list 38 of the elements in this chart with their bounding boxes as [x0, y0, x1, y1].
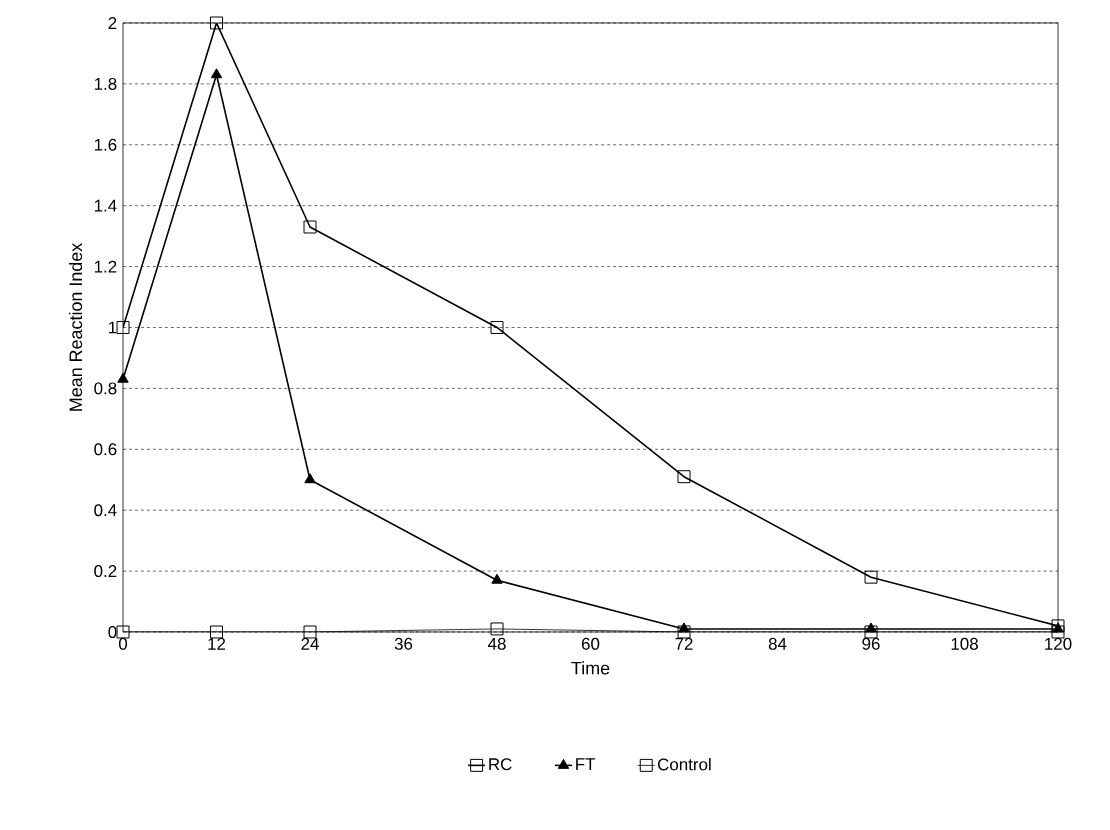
- x-tick-label: 60: [581, 637, 600, 650]
- point: [677, 470, 691, 484]
- legend-label: FT: [576, 758, 596, 770]
- x-tick-label: 96: [862, 637, 880, 650]
- y-tick-label: 1: [109, 321, 117, 334]
- x-tick-label: 0: [118, 637, 128, 650]
- x-tick-label: 48: [487, 637, 506, 650]
- point: [491, 573, 503, 584]
- point: [490, 321, 504, 334]
- point: [117, 372, 129, 383]
- point: [303, 220, 317, 234]
- x-axis-title: Time: [571, 661, 610, 675]
- y-tick-label: 1.2: [94, 260, 117, 273]
- y-axis-title: Mean Reaction Index: [68, 242, 83, 411]
- x-tick-label: 108: [951, 637, 978, 650]
- point: [864, 570, 878, 584]
- x-tick-label: 12: [208, 637, 226, 650]
- y-tick-label: 0.4: [94, 504, 117, 517]
- x-tick-label: 24: [301, 637, 319, 650]
- x-tick-label: 36: [394, 637, 413, 650]
- y-tick-label: 2: [108, 17, 117, 29]
- point: [304, 473, 316, 484]
- y-tick-label: 1.6: [94, 138, 117, 151]
- y-tick-label: 0.2: [94, 565, 117, 578]
- x-tick-label: 72: [675, 637, 693, 650]
- point: [210, 68, 223, 79]
- point: [490, 622, 504, 636]
- x-tick-label: 84: [768, 637, 787, 650]
- y-tick-label: 0.6: [94, 443, 117, 456]
- y-tick-label: 1.8: [94, 77, 117, 90]
- point: [210, 16, 223, 30]
- y-tick-label: 1.4: [94, 199, 117, 212]
- x-tick-label: 120: [1045, 637, 1072, 650]
- y-tick-label: 0.8: [94, 382, 117, 395]
- point: [116, 321, 130, 334]
- legend-label: Control: [657, 757, 711, 771]
- legend-label: RC: [489, 758, 512, 771]
- y-tick-label: 0: [108, 625, 117, 638]
